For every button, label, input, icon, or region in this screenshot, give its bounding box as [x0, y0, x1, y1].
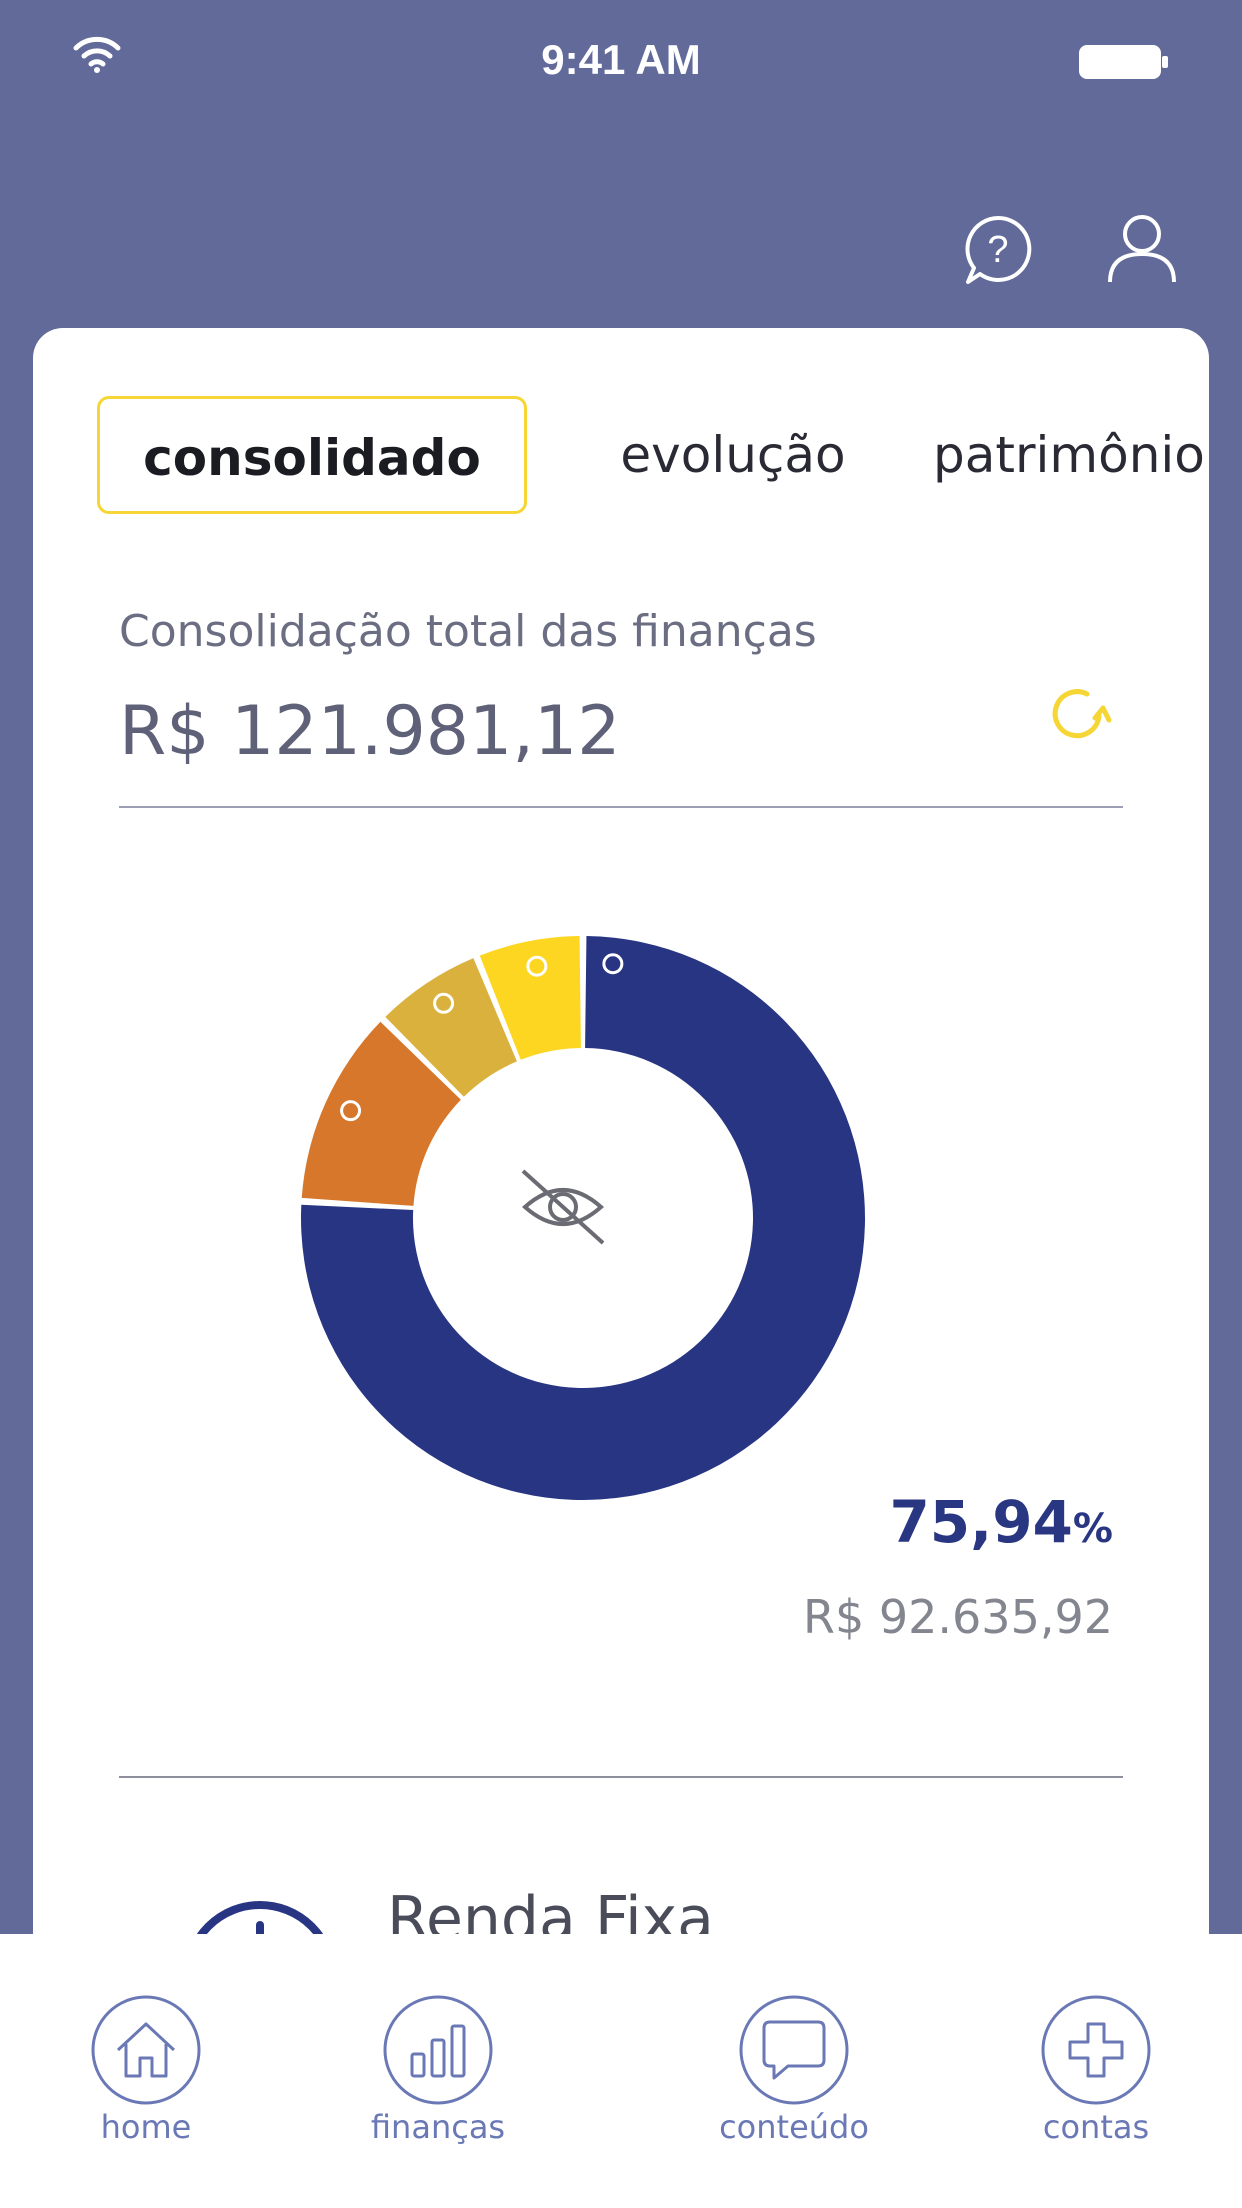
donut-slice[interactable]: [301, 936, 865, 1500]
slice-marker[interactable]: [433, 992, 455, 1014]
donut-slice[interactable]: [479, 936, 581, 1060]
svg-text:?: ?: [987, 229, 1008, 271]
nav-financas[interactable]: finanças: [328, 1994, 548, 2146]
highlight-amount: R$ 92.635,92: [803, 1590, 1113, 1644]
slice-marker[interactable]: [340, 1100, 362, 1122]
slice-marker[interactable]: [526, 955, 548, 977]
donut-chart: [301, 936, 865, 1500]
percent-sign: %: [1072, 1506, 1113, 1552]
hide-values-icon[interactable]: [521, 1169, 605, 1245]
tab-patrimonio[interactable]: patrimônio: [933, 426, 1205, 484]
nav-contas[interactable]: contas: [986, 1994, 1206, 2146]
donut-slice[interactable]: [301, 1021, 461, 1206]
nav-conteudo[interactable]: conteúdo: [684, 1994, 904, 2146]
divider: [119, 1776, 1123, 1778]
refresh-icon[interactable]: [1039, 674, 1119, 754]
bar-chart-icon: [383, 1995, 493, 2105]
divider: [119, 806, 1123, 808]
help-icon[interactable]: ?: [962, 214, 1034, 286]
battery-icon: [1079, 45, 1168, 79]
home-icon: [91, 1995, 201, 2105]
slice-marker[interactable]: [602, 953, 624, 975]
donut-slice[interactable]: [385, 958, 517, 1097]
nav-label: contas: [1042, 2108, 1150, 2146]
status-bar: 9:41 AM: [0, 0, 1242, 120]
highlight-percentage: 75,94%: [633, 1488, 1113, 1556]
chat-bubble-icon: [739, 1995, 849, 2105]
wifi-icon: [73, 36, 121, 73]
nav-home[interactable]: home: [36, 1994, 256, 2146]
user-profile-icon[interactable]: [1106, 212, 1178, 284]
summary-label: Consolidação total das finanças: [119, 606, 817, 657]
nav-label: conteúdo: [719, 2108, 869, 2146]
status-time: 9:41 AM: [541, 36, 701, 83]
nav-label: home: [100, 2108, 192, 2146]
bottom-navigation: home finanças conteúdo contas: [0, 1934, 1242, 2208]
summary-total-value: R$ 121.981,12: [119, 692, 621, 771]
nav-label: finanças: [370, 2108, 506, 2146]
tab-consolidado[interactable]: consolidado: [97, 396, 527, 514]
tab-evolucao[interactable]: evolução: [620, 426, 846, 484]
percentage-value: 75,94: [889, 1488, 1073, 1556]
plus-icon: [1041, 1995, 1151, 2105]
main-card: consolidado evolução patrimônio Consolid…: [33, 328, 1209, 2028]
